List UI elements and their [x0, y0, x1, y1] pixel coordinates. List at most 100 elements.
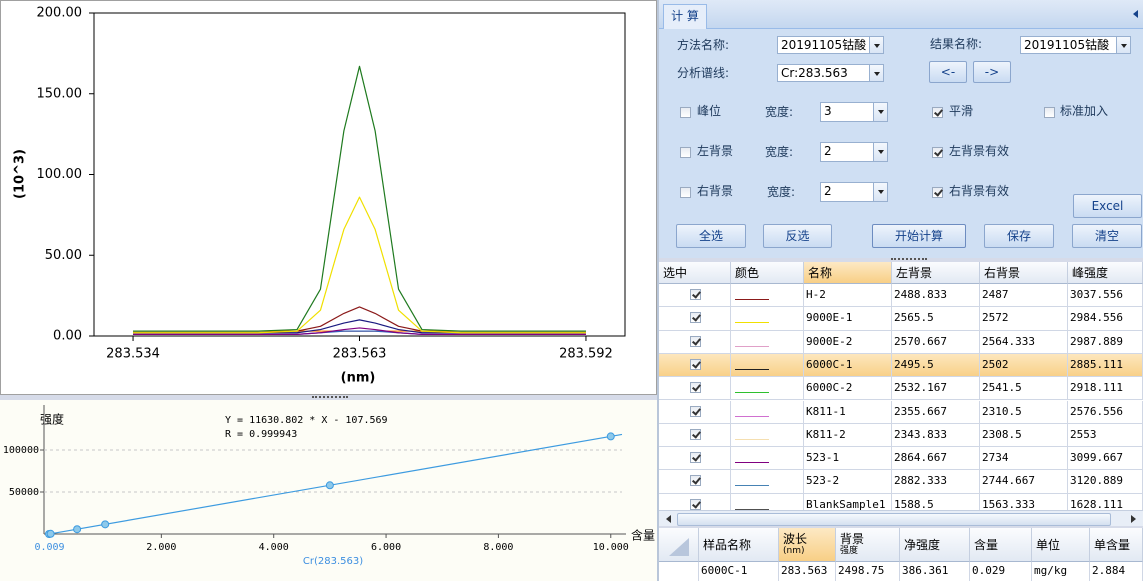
cell: 2565.5 [892, 307, 980, 331]
cell: 2572 [980, 307, 1068, 331]
cell: 2343.833 [892, 423, 980, 448]
save-button[interactable]: 保存 [984, 224, 1054, 248]
cell: 523-1 [804, 447, 892, 471]
checkbox[interactable] [690, 498, 701, 510]
width-combo[interactable]: 2 [820, 182, 888, 202]
table-row[interactable]: 9000E-2 2570.667 2564.333 2987.889 [659, 330, 1143, 354]
next-button[interactable]: -> [973, 61, 1011, 83]
calc-panel: 计 算 方法名称: 20191105钴酸 结果名称: 20191105钴酸 分析… [659, 0, 1143, 258]
method-combo[interactable]: 20191105钴酸 [777, 36, 884, 54]
data-point [101, 520, 110, 529]
cell [659, 377, 731, 401]
checkbox[interactable] [690, 428, 701, 440]
checkbox[interactable] [680, 187, 691, 198]
table-row[interactable]: 523-1 2864.667 2734 3099.667 [659, 447, 1143, 471]
checkbox[interactable] [690, 335, 701, 347]
cell: BlankSample1 [804, 493, 892, 510]
header-line: 单位 [1036, 537, 1061, 552]
cell: 2355.667 [892, 400, 980, 424]
excel-button[interactable]: Excel [1073, 194, 1142, 218]
line-combo[interactable]: Cr:283.563 [777, 64, 884, 82]
cell: 2308.5 [980, 423, 1068, 448]
width-combo[interactable]: 3 [820, 102, 888, 122]
splitter[interactable] [0, 395, 657, 400]
checkbox[interactable] [680, 107, 691, 118]
h-scrollbar[interactable] [659, 510, 1143, 527]
table-row[interactable]: 6000C-1 2495.5 2502 2885.111 [659, 353, 1143, 378]
checkbox[interactable] [690, 289, 701, 300]
cell [731, 330, 804, 354]
dropdown-button[interactable] [1116, 36, 1131, 54]
dropdown-button[interactable] [873, 102, 888, 122]
color-swatch [735, 485, 769, 487]
dropdown-button[interactable] [873, 142, 888, 162]
splitter-grip [891, 258, 927, 260]
table-row[interactable]: K811-2 2343.833 2308.5 2553 [659, 423, 1143, 448]
divider [657, 0, 659, 581]
cell [659, 562, 699, 581]
cell [731, 307, 804, 331]
y-tick-label: 150.00 [37, 86, 83, 101]
collapse-icon[interactable] [1129, 10, 1138, 18]
cell [659, 284, 731, 308]
column-header: 样品名称 [699, 528, 779, 562]
label: 标准加入 [1060, 104, 1109, 118]
checkbox[interactable] [932, 147, 943, 158]
column-header: 含量 [970, 528, 1032, 562]
separator [659, 526, 1143, 528]
spectrum-line [133, 65, 586, 332]
table-row[interactable]: 9000E-1 2565.5 2572 2984.556 [659, 307, 1143, 331]
cell [659, 353, 731, 378]
corner-cell [659, 528, 699, 562]
scroll-left[interactable] [662, 515, 671, 523]
cell: mg/kg [1032, 562, 1090, 581]
table-row[interactable]: 6000C-2 2532.167 2541.5 2918.111 [659, 377, 1143, 401]
checkbox[interactable] [932, 187, 943, 198]
checkbox[interactable] [690, 475, 701, 487]
cell: 2882.333 [892, 470, 980, 494]
color-swatch [735, 392, 769, 394]
y-tick-label: 200.00 [37, 6, 83, 21]
width-combo[interactable]: 2 [820, 142, 888, 162]
clear-button[interactable]: 清空 [1072, 224, 1142, 248]
table-row[interactable]: 523-2 2882.333 2744.667 3120.889 [659, 470, 1143, 494]
cell: 2498.75 [836, 562, 900, 581]
checkbox[interactable] [680, 147, 691, 158]
column-header: 净强度 [900, 528, 970, 562]
cell [659, 447, 731, 471]
header-line: 强度 [840, 545, 859, 556]
table-row[interactable]: K811-1 2355.667 2310.5 2576.556 [659, 400, 1143, 424]
calculate-button[interactable]: 开始计算 [872, 224, 966, 248]
scroll-thumb[interactable] [677, 513, 1111, 526]
dropdown-button[interactable] [869, 36, 884, 54]
y-tick-label: 50000 [9, 487, 39, 498]
scroll-right[interactable] [1131, 515, 1140, 523]
checkbox[interactable] [1044, 107, 1055, 118]
prev-button[interactable]: <- [929, 61, 967, 83]
color-swatch [735, 462, 769, 464]
checkbox[interactable] [932, 107, 943, 118]
invert-button[interactable]: 反选 [763, 224, 832, 248]
label: 宽度: [765, 105, 794, 119]
select-all-button[interactable]: 全选 [676, 224, 746, 248]
result-combo[interactable]: 20191105钴酸 [1020, 36, 1131, 54]
cell: 1588.5 [892, 493, 980, 510]
tab[interactable]: 计 算 [663, 4, 707, 29]
checkbox[interactable] [690, 452, 701, 464]
dropdown-button[interactable] [869, 64, 884, 82]
cell: 2576.556 [1068, 400, 1143, 424]
column-header: 右背景 [980, 262, 1068, 284]
splitter[interactable] [659, 258, 1143, 262]
checkbox[interactable] [690, 405, 701, 417]
dropdown-button[interactable] [873, 182, 888, 202]
checkbox[interactable] [690, 312, 701, 324]
cell: 1628.111 [1068, 493, 1143, 510]
checkbox[interactable] [690, 358, 701, 370]
corner-triangle [669, 538, 689, 556]
color-swatch [735, 345, 769, 347]
header-line: 净强度 [904, 537, 941, 552]
checkbox[interactable] [690, 382, 701, 394]
table-row[interactable]: BlankSample1 1588.5 1563.333 1628.111 [659, 493, 1143, 510]
table-row[interactable]: H-2 2488.833 2487 3037.556 [659, 284, 1143, 308]
cell [731, 447, 804, 471]
